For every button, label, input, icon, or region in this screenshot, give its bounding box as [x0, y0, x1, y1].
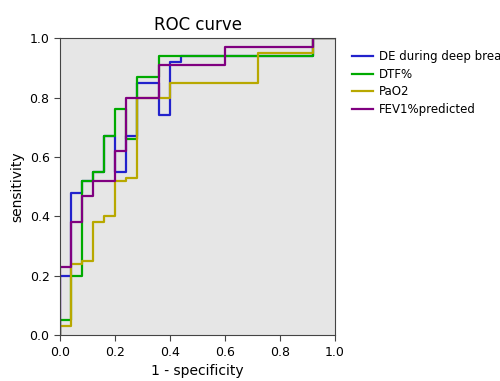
Legend: DE during deep breathing, DTF%, PaO2, FEV1%predicted: DE during deep breathing, DTF%, PaO2, FE… — [352, 50, 500, 116]
X-axis label: 1 - specificity: 1 - specificity — [151, 364, 244, 378]
Title: ROC curve: ROC curve — [154, 16, 242, 34]
Y-axis label: sensitivity: sensitivity — [10, 151, 24, 222]
